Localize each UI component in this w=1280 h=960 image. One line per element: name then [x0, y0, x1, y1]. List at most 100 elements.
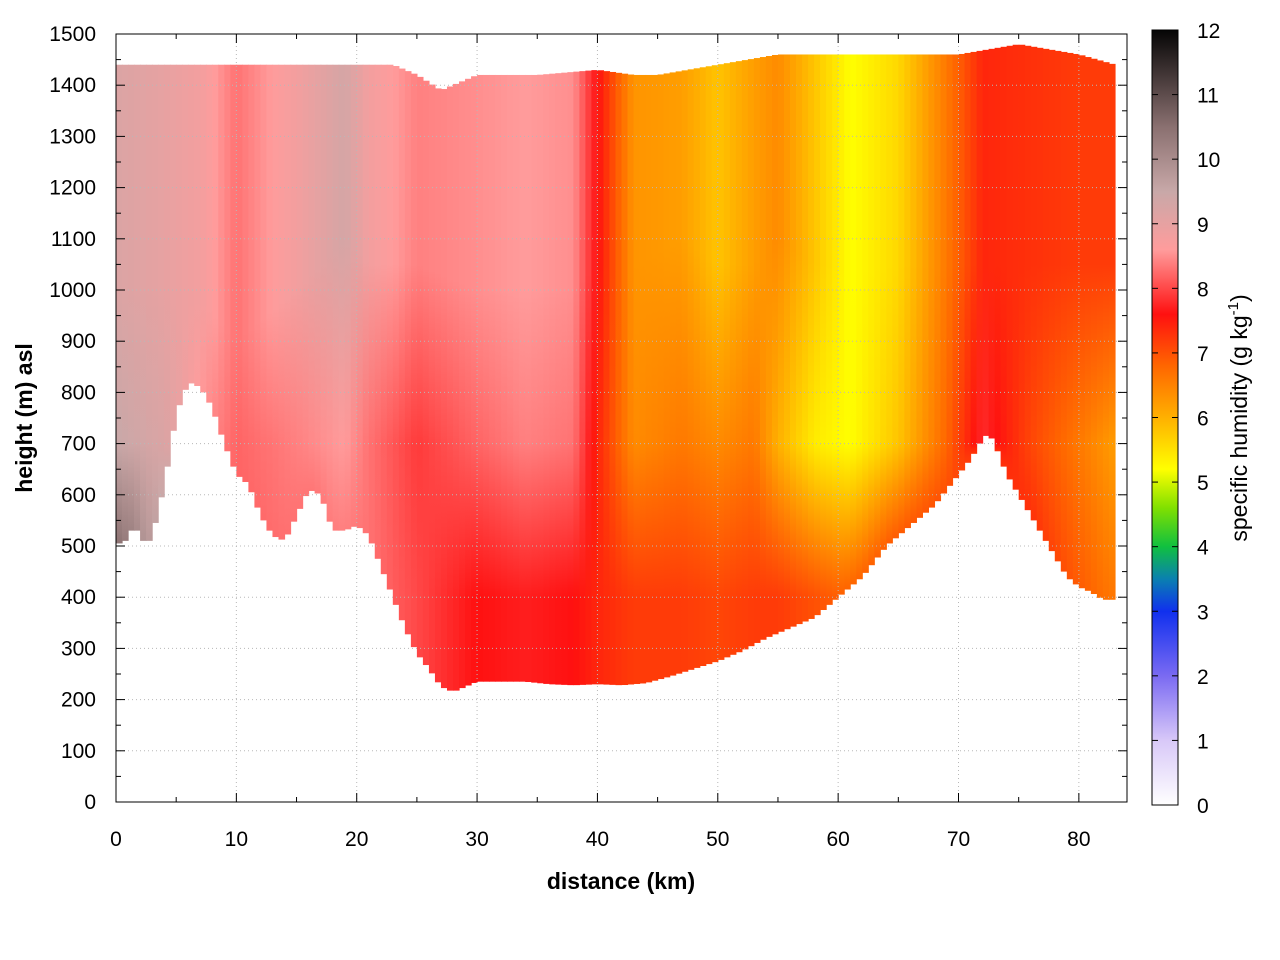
x-axis-ticks: 0 10 20 30 40 50 60 70 80	[110, 34, 1091, 851]
humidity-column	[1036, 47, 1044, 531]
humidity-column	[446, 86, 454, 691]
humidity-column	[146, 64, 153, 541]
humidity-column	[495, 74, 502, 682]
humidity-column	[777, 54, 785, 632]
colorbar-tick-label: 6	[1197, 408, 1209, 431]
humidity-column	[609, 71, 617, 685]
humidity-column	[519, 74, 526, 682]
humidity-column	[850, 54, 857, 585]
humidity-column	[615, 72, 623, 686]
humidity-column	[549, 73, 556, 685]
humidity-column	[356, 64, 364, 529]
humidity-column	[1060, 51, 1068, 572]
humidity-column	[868, 54, 875, 566]
humidity-column	[122, 64, 129, 541]
colorbar-tick-label: 1	[1197, 730, 1209, 753]
colorbar-tick-label: 4	[1197, 537, 1209, 560]
humidity-column	[928, 54, 936, 508]
humidity-column	[194, 64, 201, 386]
humidity-column	[982, 49, 990, 436]
humidity-column	[254, 64, 262, 508]
humidity-column	[820, 54, 827, 611]
humidity-column	[663, 73, 671, 678]
humidity-column	[164, 64, 171, 467]
y-tick-label: 500	[61, 535, 96, 558]
humidity-column	[428, 84, 436, 674]
humidity-column	[633, 74, 641, 684]
x-tick-label: 50	[706, 828, 729, 851]
humidity-column	[964, 52, 972, 463]
y-tick-label: 0	[84, 791, 96, 814]
humidity-column	[1096, 60, 1104, 598]
humidity-column	[128, 64, 135, 531]
humidity-column	[790, 54, 797, 627]
x-tick-label: 40	[586, 828, 609, 851]
humidity-column	[561, 72, 568, 685]
humidity-column	[380, 64, 388, 575]
humidity-column	[362, 64, 370, 534]
humidity-column	[621, 73, 629, 686]
humidity-column	[741, 60, 749, 650]
humidity-column	[796, 54, 803, 625]
humidity-column	[1102, 62, 1110, 600]
x-tick-label: 30	[465, 828, 488, 851]
y-tick-label: 900	[61, 330, 96, 353]
humidity-column	[783, 54, 791, 630]
humidity-column	[585, 70, 593, 685]
humidity-column	[910, 54, 917, 523]
humidity-column	[543, 74, 550, 684]
humidity-column	[1042, 48, 1050, 541]
colorbar-tick-label: 3	[1197, 601, 1209, 624]
humidity-column	[1006, 45, 1014, 480]
y-tick-label: 100	[61, 740, 96, 763]
humidity-column	[326, 64, 334, 522]
humidity-column	[140, 64, 147, 541]
humidity-column	[1000, 46, 1008, 467]
humidity-column	[218, 64, 225, 435]
humidity-column	[567, 72, 574, 686]
colorbar-title: specific humidity (g kg-1)	[1225, 294, 1252, 541]
humidity-column	[880, 54, 887, 550]
colorbar-tick-label: 9	[1197, 214, 1209, 237]
humidity-column	[158, 64, 165, 498]
humidity-column	[1066, 52, 1074, 580]
humidity-column	[236, 64, 243, 477]
humidity-field	[116, 44, 1116, 691]
humidity-column	[747, 59, 755, 647]
humidity-column	[152, 64, 159, 523]
humidity-column	[958, 53, 966, 471]
humidity-column	[826, 54, 833, 605]
humidity-column	[892, 54, 899, 539]
humidity-column	[392, 66, 400, 605]
humidity-column	[278, 64, 286, 540]
humidity-column	[176, 64, 183, 406]
humidity-column	[603, 71, 611, 685]
humidity-column	[410, 73, 418, 648]
y-tick-label: 1300	[49, 125, 96, 148]
humidity-column	[200, 64, 207, 393]
x-tick-label: 70	[947, 828, 970, 851]
humidity-column	[994, 47, 1002, 452]
colorbar-tick-label: 2	[1197, 666, 1209, 689]
humidity-column	[922, 54, 930, 513]
humidity-column	[705, 66, 713, 665]
humidity-column	[1018, 44, 1026, 500]
y-tick-label: 1100	[51, 228, 96, 251]
humidity-column	[537, 74, 544, 684]
humidity-column	[1054, 50, 1062, 562]
humidity-column	[934, 54, 942, 502]
humidity-column	[675, 71, 683, 674]
humidity-column	[904, 54, 911, 529]
humidity-column	[645, 74, 653, 683]
y-tick-label: 700	[61, 433, 96, 456]
humidity-column	[1078, 55, 1086, 589]
colorbar-tick-label: 10	[1197, 149, 1220, 172]
y-tick-label: 600	[61, 484, 96, 507]
x-tick-label: 10	[225, 828, 248, 851]
humidity-column	[759, 57, 767, 640]
x-tick-label: 80	[1067, 828, 1090, 851]
colorbar-title-end: )	[1226, 294, 1252, 302]
y-tick-label: 200	[61, 689, 96, 712]
y-axis-title: height (m) asl	[11, 343, 37, 493]
